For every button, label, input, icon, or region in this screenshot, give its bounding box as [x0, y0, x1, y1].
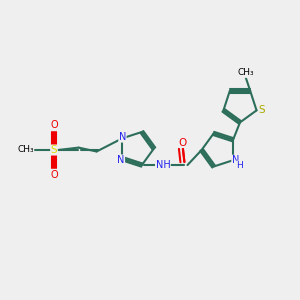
Text: S: S: [51, 145, 57, 155]
Text: CH₃: CH₃: [17, 146, 34, 154]
Text: S: S: [259, 105, 265, 116]
Text: O: O: [50, 120, 58, 130]
Text: CH₃: CH₃: [237, 68, 254, 77]
Text: O: O: [50, 170, 58, 180]
Text: N: N: [119, 132, 126, 142]
Text: N: N: [117, 155, 124, 165]
Text: NH: NH: [155, 160, 170, 170]
Text: O: O: [179, 137, 187, 148]
Text: N: N: [232, 155, 239, 165]
Text: H: H: [236, 161, 243, 170]
